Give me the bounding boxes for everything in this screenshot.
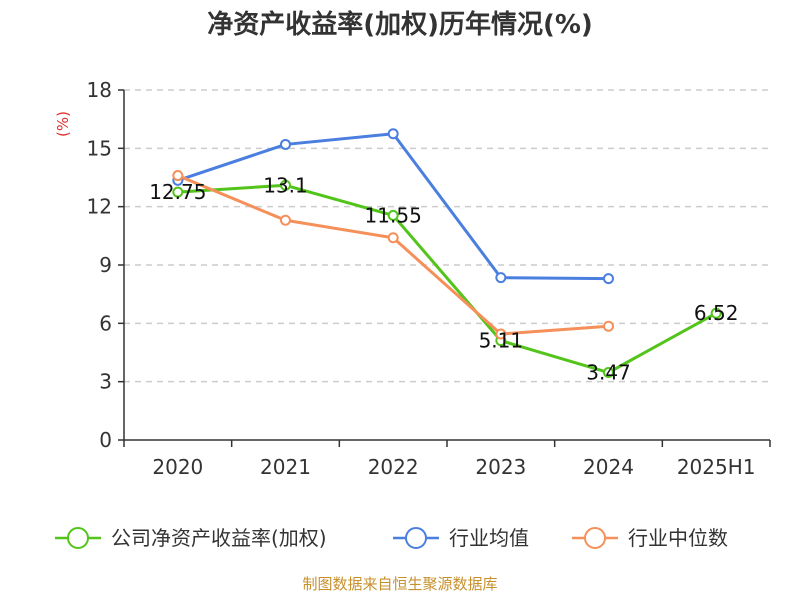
legend-label: 公司净资产收益率(加权) <box>111 526 327 550</box>
y-tick-label: 6 <box>99 311 112 335</box>
data-point <box>603 273 614 285</box>
source-note: 制图数据来自恒生聚源数据库 <box>302 575 497 593</box>
series-line-1 <box>177 183 717 375</box>
chart-title: 净资产收益率(加权)历年情况(%) <box>207 9 593 40</box>
x-tick-label: 2024 <box>583 455 634 479</box>
x-tick-label: 2023 <box>475 455 526 479</box>
data-point <box>710 307 722 319</box>
legend-marker <box>405 527 427 549</box>
data-label: 11.55 <box>365 203 422 227</box>
data-point <box>172 170 184 182</box>
data-point <box>387 128 399 140</box>
y-tick-label: 3 <box>99 370 112 394</box>
data-labels: 12.75 13.1 11.55 5.11 3.47 6.52 <box>149 173 738 384</box>
y-tick-label: 15 <box>87 136 112 160</box>
data-point <box>172 186 184 198</box>
axes: 0 3 6 9 12 15 18 2020 2021 2022 2023 2024 2025H1 <box>87 78 771 479</box>
legend-marker <box>584 527 606 549</box>
data-label: 12.75 <box>149 180 206 204</box>
legend-label: 行业中位数 <box>628 526 728 550</box>
y-tick-label: 18 <box>87 78 112 102</box>
y-tick-label: 9 <box>99 253 112 277</box>
legend-marker <box>67 527 89 549</box>
y-tick-label: 12 <box>87 195 112 219</box>
x-tick-label: 2021 <box>260 455 311 479</box>
data-point <box>280 179 291 191</box>
data-point <box>495 328 507 340</box>
data-point <box>387 209 399 221</box>
data-point <box>280 138 291 150</box>
y-tick-label: 0 <box>99 428 112 452</box>
x-tick-label: 2022 <box>368 455 419 479</box>
data-label: 5.11 <box>479 329 524 353</box>
legend: 公司净资产收益率(加权) 行业均值 行业中位数 <box>55 526 728 550</box>
x-tick-label: 2020 <box>152 455 203 479</box>
y-axis-unit: (%) <box>54 111 72 137</box>
data-point <box>603 367 614 379</box>
x-tick-label: 2025H1 <box>677 455 756 479</box>
data-point <box>387 232 399 244</box>
legend-label: 行业均值 <box>449 526 529 550</box>
series-line-3 <box>177 174 609 336</box>
data-point <box>280 214 291 226</box>
data-label: 3.47 <box>586 361 631 385</box>
series-lines <box>172 128 722 379</box>
data-label: 13.1 <box>263 173 308 197</box>
data-point <box>603 320 614 332</box>
data-point <box>495 272 507 284</box>
data-label: 6.52 <box>694 301 739 325</box>
